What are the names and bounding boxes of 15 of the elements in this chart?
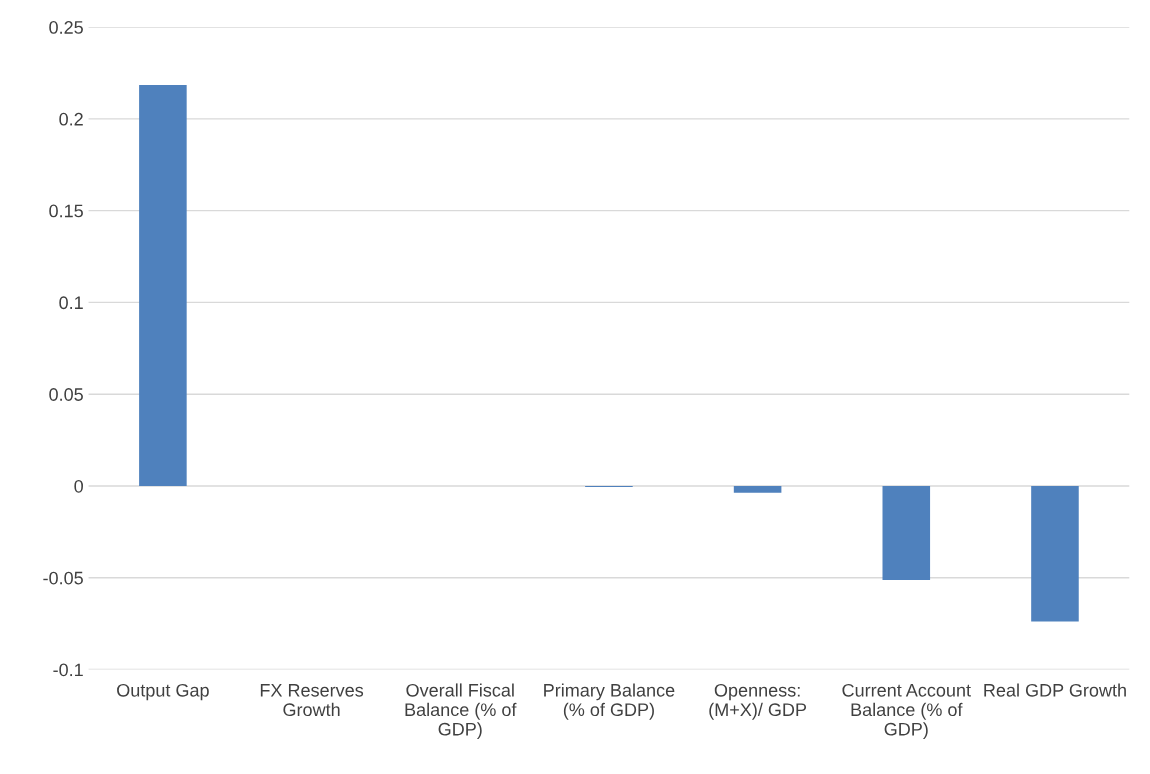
y-tick-label: 0.25 [49, 21, 83, 34]
x-tick-label: FX Reserves Growth [260, 684, 364, 717]
y-tick-label: 0.15 [49, 204, 83, 218]
x-tick-label: Real GDP Growth [984, 683, 1126, 697]
y-tick-label: -0.05 [43, 571, 83, 585]
y-tick-label: 0.2 [59, 112, 83, 126]
y-tick-label: -0.1 [53, 663, 83, 677]
x-tick-label: Openness: (M+X)/ GDP [709, 683, 807, 720]
y-tick-label: 0.05 [49, 388, 83, 401]
x-tick-label: Primary Balance (% of GDP) [544, 683, 675, 720]
x-tick-label: Overall Fiscal Balance (% of GDP) [405, 683, 517, 740]
y-tick-label: 0.1 [59, 296, 83, 310]
x-tick-label: Current Account Balance (% of GDP) [842, 683, 971, 740]
y-tick-label: 0 [74, 479, 83, 493]
x-tick-label: Output Gap [117, 683, 209, 701]
